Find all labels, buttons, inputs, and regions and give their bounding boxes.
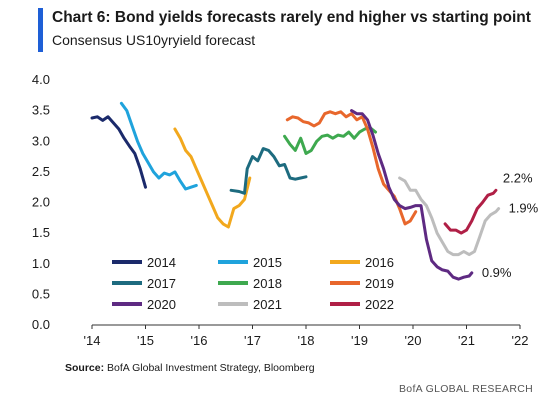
annotation-label-2022: 2.2% [503, 170, 533, 185]
x-tick-label: '14 [84, 333, 101, 348]
legend-label-2014: 2014 [147, 255, 176, 270]
legend-label-2018: 2018 [253, 276, 282, 291]
series-line-2022 [443, 188, 498, 235]
x-tick-label: '18 [298, 333, 315, 348]
y-tick-label: 2.0 [32, 195, 50, 210]
source-note: Source: BofA Global Investment Strategy,… [65, 362, 315, 374]
chart-series [90, 101, 501, 281]
legend-label-2016: 2016 [365, 255, 394, 270]
series-line-2020 [350, 109, 474, 281]
series-line-2021 [398, 176, 501, 257]
legend-label-2015: 2015 [253, 255, 282, 270]
y-tick-label: 1.5 [32, 225, 50, 240]
y-tick-label: 1.0 [32, 256, 50, 271]
series-line-2016 [173, 127, 252, 229]
x-tick-label: '15 [137, 333, 154, 348]
series-line-2017 [229, 147, 308, 195]
annotation-label-2021: 1.9% [509, 201, 539, 216]
x-tick-label: '16 [191, 333, 208, 348]
source-text: BofA Global Investment Strategy, Bloombe… [107, 362, 315, 374]
series-line-2014 [90, 115, 147, 189]
x-tick-label: '22 [512, 333, 529, 348]
chart-title: Chart 6: Bond yields forecasts rarely en… [52, 9, 531, 26]
x-tick-label: '17 [244, 333, 261, 348]
legend-label-2021: 2021 [253, 297, 282, 312]
x-tick-label: '20 [405, 333, 422, 348]
chart-annotations: 2.2% 1.9% 0.9% [482, 170, 539, 280]
brand-label: BofA GLOBAL RESEARCH [399, 383, 533, 395]
y-tick-label: 2.5 [32, 164, 50, 179]
chart-axes: 0.0 0.5 1.0 1.5 2.0 2.5 3.0 3.5 4.0 '14 '15 '16 '17 '… [32, 72, 529, 348]
source-label: Source: [65, 362, 105, 374]
legend-label-2017: 2017 [147, 276, 176, 291]
y-tick-label: 0.5 [32, 286, 50, 301]
annotation-label-2020: 0.9% [482, 265, 512, 280]
series-line-2018 [283, 126, 377, 155]
y-tick-label: 3.0 [32, 133, 50, 148]
y-tick-label: 3.5 [32, 103, 50, 118]
line-chart: 0.0 0.5 1.0 1.5 2.0 2.5 3.0 3.5 4.0 '14 '15 '16 '17 '… [32, 72, 539, 348]
y-tick-label: 4.0 [32, 72, 50, 87]
chart-legend: 2014 2015 2016 2017 2018 2019 2020 2021 2022 [112, 255, 394, 312]
series-line-2019 [285, 110, 418, 226]
series-line-2015 [119, 101, 198, 191]
x-tick-label: '21 [458, 333, 475, 348]
legend-label-2019: 2019 [365, 276, 394, 291]
x-tick-label: '19 [351, 333, 368, 348]
legend-label-2022: 2022 [365, 297, 394, 312]
title-accent-bar [38, 8, 43, 52]
chart-subtitle: Consensus US10yryield forecast [52, 32, 256, 48]
legend-label-2020: 2020 [147, 297, 176, 312]
y-tick-label: 0.0 [32, 317, 50, 332]
